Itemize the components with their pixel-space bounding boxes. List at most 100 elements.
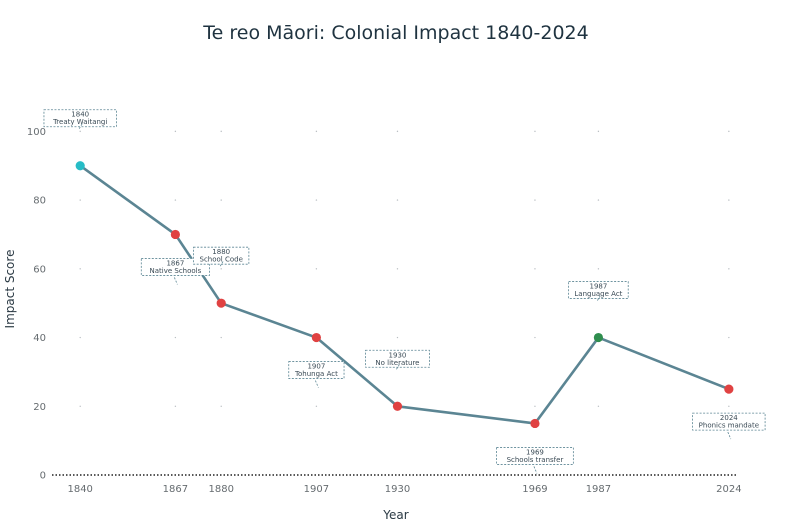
grid-dot <box>396 336 399 339</box>
annotation-label: School Code <box>200 256 243 264</box>
grid-dot <box>174 130 177 133</box>
grid-dot <box>597 405 600 407</box>
x-tick-label: 1867 <box>163 484 188 495</box>
annotation-box <box>140 258 210 276</box>
annotation-label: No literature <box>375 359 419 367</box>
data-point <box>530 418 540 429</box>
grid-dot <box>174 405 177 407</box>
grid-dot <box>220 199 222 201</box>
y-tick-label: 20 <box>33 402 46 413</box>
grid-dot <box>315 199 318 201</box>
x-tick-label: 2024 <box>716 484 741 495</box>
grid-dot <box>79 199 81 201</box>
grid-dot <box>220 130 222 133</box>
data-point <box>75 161 85 171</box>
grid-dot <box>728 268 730 270</box>
annotation-arrow <box>219 260 224 267</box>
annotation-year: 1987 <box>590 283 608 291</box>
annotation-arrow <box>174 277 178 285</box>
data-point <box>392 401 403 411</box>
y-tick-label: 80 <box>33 196 46 207</box>
annotation-label: Treaty Waitangi <box>52 118 107 126</box>
y-tick-label: 60 <box>33 264 46 275</box>
grid-dot <box>396 268 399 270</box>
grid-dot <box>396 130 399 133</box>
series-line-path <box>79 164 730 425</box>
series-line <box>79 164 730 425</box>
grid-dot <box>220 268 222 270</box>
grid-dot <box>79 336 81 339</box>
x-tick-label: 1930 <box>385 484 410 495</box>
chart-title: Te reo Māori: Colonial Impact 1840-2024 <box>202 22 588 44</box>
grid-dot <box>728 199 730 201</box>
annotation-box <box>288 361 345 379</box>
data-points <box>75 161 734 429</box>
grid-dot <box>728 130 730 133</box>
grid-dot <box>315 130 318 133</box>
grid-dot <box>597 199 600 201</box>
x-tick-label: 1907 <box>304 484 329 495</box>
y-axis-label: Impact Score <box>3 250 17 329</box>
x-tick-label: 1987 <box>586 484 611 495</box>
grid-dot <box>79 268 81 270</box>
annotation-year: 1930 <box>389 351 407 359</box>
data-point <box>170 229 180 240</box>
annotation-box <box>365 349 430 368</box>
data-point <box>216 298 226 308</box>
annotation-box <box>496 447 574 465</box>
annotation-label: Language Act <box>574 290 622 298</box>
annotation-arrow <box>78 123 83 129</box>
grid-dot <box>728 405 730 407</box>
annotation-box <box>568 281 629 299</box>
annotation-label: Phonics mandate <box>699 422 759 430</box>
annotation-arrow <box>396 364 400 370</box>
annotation-year: 1867 <box>166 259 184 267</box>
x-axis-label: Year <box>382 508 408 522</box>
y-tick-label: 0 <box>40 471 46 482</box>
annotation-year: 2024 <box>720 414 738 422</box>
x-tick-label: 1880 <box>208 484 233 495</box>
grid-dot <box>315 405 318 407</box>
grid-dot <box>534 336 536 339</box>
y-tick-label: 100 <box>27 127 46 138</box>
annotation-arrow <box>727 431 732 440</box>
annotation-label: Schools transfer <box>507 456 564 464</box>
grid-dot <box>534 268 536 270</box>
grid-dot <box>220 336 222 339</box>
grid-dot <box>396 199 399 201</box>
annotation-box <box>43 109 117 128</box>
data-point <box>724 384 734 394</box>
annotation-box <box>193 246 250 265</box>
x-tick-label: 1969 <box>522 484 547 495</box>
grid-dot <box>534 199 536 201</box>
grid-dot <box>174 199 177 201</box>
x-tick-label: 1840 <box>67 484 92 495</box>
annotation-year: 1880 <box>212 248 230 256</box>
data-point <box>593 332 604 343</box>
grid-dot <box>315 268 318 270</box>
grid-dot <box>220 405 222 407</box>
grid-dot <box>597 268 600 270</box>
annotation-label: Native Schools <box>149 267 201 275</box>
annotation-label: Tohunga Act <box>294 370 338 378</box>
grid-dot <box>728 336 730 339</box>
grid-dot <box>534 130 536 133</box>
annotation-year: 1969 <box>526 448 544 456</box>
grid-dot <box>79 405 81 407</box>
grid-dot <box>174 336 177 339</box>
annotation-year: 1840 <box>71 111 89 119</box>
annotation-box <box>692 412 766 431</box>
annotation-year: 1907 <box>307 363 325 371</box>
axes: 0 20 40 60 80 100 1840 1867 1880 1907 1930 1969 1987… <box>27 127 742 495</box>
annotation-arrow <box>597 295 601 301</box>
grid-dot <box>597 130 600 133</box>
